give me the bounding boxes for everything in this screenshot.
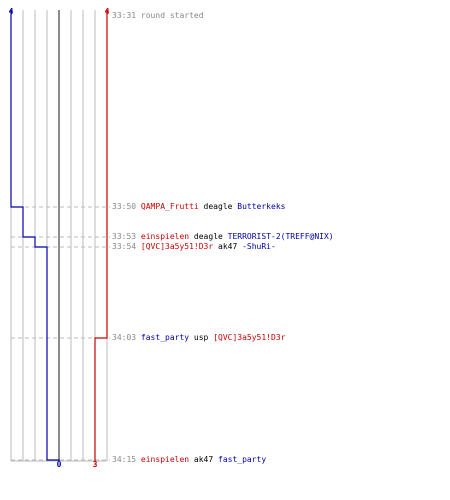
event-time: 33:53 xyxy=(112,232,137,241)
event-weapon: deagle xyxy=(193,232,223,241)
event-time: 33:50 xyxy=(112,202,137,211)
ct-end-count: 0 xyxy=(57,460,62,469)
event-row: 33:50 QAMPA_Frutti deagle Butterkeks xyxy=(112,202,285,212)
t-alive-step-line xyxy=(94,10,108,461)
event-victim: Butterkeks xyxy=(237,202,286,211)
event-killer: [QVC]3a5y51!D3r xyxy=(140,242,214,251)
event-victim: TERRORIST-2(TREFF@NIX) xyxy=(227,232,334,241)
ct-start-count: 4 xyxy=(9,7,14,16)
team-count-labels: 4 4 0 3 xyxy=(9,7,110,469)
t-start-count: 4 xyxy=(105,7,110,16)
event-killer: einspielen xyxy=(140,232,190,241)
event-weapon: deagle xyxy=(203,202,233,211)
event-time: 34:15 xyxy=(112,455,137,464)
event-row: 34:15 einspielen ak47 fast_party xyxy=(112,455,266,465)
event-text: round started xyxy=(140,11,204,20)
event-victim: fast_party xyxy=(218,455,267,464)
event-weapon: ak47 xyxy=(193,455,214,464)
event-killer: einspielen xyxy=(140,455,190,464)
event-time: 34:03 xyxy=(112,333,137,342)
team-count-steps xyxy=(10,10,108,461)
event-killer: fast_party xyxy=(140,333,190,342)
t-end-count: 3 xyxy=(93,460,98,469)
event-row: 33:31 round started xyxy=(112,11,204,21)
event-time: 33:54 xyxy=(112,242,137,251)
event-row: 34:03 fast_party usp [QVC]3a5y51!D3r xyxy=(112,333,285,343)
event-weapon: ak47 xyxy=(218,242,238,251)
event-time: 33:31 xyxy=(112,11,137,20)
event-victim: -ShuRi- xyxy=(242,242,276,251)
event-weapon: usp xyxy=(193,333,209,342)
event-victim: [QVC]3a5y51!D3r xyxy=(213,333,286,342)
event-row: 33:53 einspielen deagle TERRORIST-2(TREF… xyxy=(112,232,334,242)
grid-lines xyxy=(10,10,108,462)
event-killer: QAMPA_Frutti xyxy=(140,202,199,211)
event-row: 33:54 [QVC]3a5y51!D3r ak47 -ShuRi- xyxy=(112,242,276,252)
ct-alive-step-line xyxy=(10,10,60,461)
